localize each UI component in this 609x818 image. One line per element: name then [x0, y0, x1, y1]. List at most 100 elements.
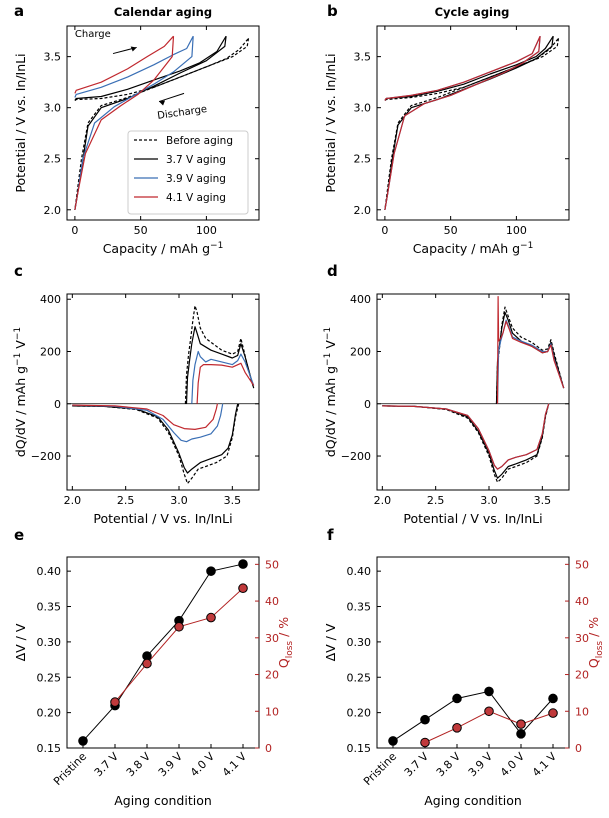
series-line-c-before-pos: [184, 305, 255, 404]
qloss-point-f-4: [548, 708, 558, 718]
panel-f: f Pristine 3.7 V 3.8 V 3.9 V 4.0 V 4.1 V 0.15 0.…: [323, 526, 605, 808]
series-line-b-v37-charge: [384, 35, 554, 101]
series-group-d: [382, 296, 565, 483]
dv-point-f-0: [388, 736, 398, 746]
legend-box: [127, 130, 249, 215]
y2-tick-label-f-2: 20: [575, 669, 589, 682]
y-tick-label-a-0: 2.0: [44, 204, 62, 217]
panel-letter-b: b: [327, 2, 338, 20]
x-tick-label-f-3: 3.9 V: [466, 750, 496, 780]
panel-title-b: Cycle aging: [435, 5, 510, 19]
y-tick-label-e-4: 0.35: [37, 601, 62, 614]
x-tick-label-c-2: 3.0: [170, 494, 188, 507]
panel-letter-a: a: [14, 2, 24, 20]
y-tick-label-e-2: 0.25: [37, 671, 62, 684]
x-tick-label-a-1: 50: [134, 224, 148, 237]
plot-frame-c: [66, 293, 260, 491]
series-line-b-before-discharge: [384, 38, 560, 210]
series-line-c-v37-neg: [72, 403, 239, 474]
y-tick-label-b-3: 3.5: [354, 51, 372, 64]
y2-axis-label-f: Qloss / %: [586, 617, 605, 668]
x-tick-label-f-4: 4.0 V: [498, 750, 528, 780]
x-axis-label-f: Aging condition: [424, 793, 522, 808]
y2-tick-label-f-3: 30: [575, 632, 589, 645]
y-axis-label-b: Potential / V vs. In/InLi: [323, 53, 338, 192]
series-line-a-before-charge: [74, 37, 249, 101]
x-tick-label-e-4: 4.0 V: [188, 750, 218, 780]
y-axis-label-f: ΔV / V: [323, 623, 338, 661]
series-line-a-v41-charge: [74, 35, 174, 94]
x-tick-label-d-3: 3.5: [534, 494, 552, 507]
plot-frame-a: [66, 25, 260, 221]
plot-frame-e: [66, 556, 260, 749]
y2-tick-label-e-0: 0: [265, 742, 272, 755]
series-line-b-v39-discharge: [384, 36, 541, 210]
panel-letter-e: e: [14, 526, 24, 544]
y-tick-label-c-1: 0: [54, 398, 61, 411]
y2-tick-label-f-4: 40: [575, 595, 589, 608]
y2-tick-label-f-0: 0: [575, 742, 582, 755]
series-line-d-v37-neg: [382, 403, 550, 479]
series-line-a-v41-discharge: [74, 36, 175, 210]
panel-a: a Calendar aging 0 50 100 2.0 2.5 3.0 3.5 Capacit…: [13, 2, 260, 256]
series-line-a-before-discharge: [74, 38, 250, 210]
x-tick-label-c-3: 3.5: [224, 494, 242, 507]
plot-frame-d: [376, 293, 570, 491]
y-axis-label-a: Potential / V vs. In/InLi: [13, 53, 28, 192]
series-line-d-v39-pos: [496, 319, 565, 404]
series-line-c-v41-neg: [72, 403, 218, 430]
series-line-f-dv: [392, 690, 554, 742]
qloss-point-e-1: [142, 658, 152, 669]
y-axis-label-d: dQ/dV / mAh g−1 V−1: [323, 327, 338, 457]
y-tick-label-d-1: 0: [364, 398, 371, 411]
x-tick-label-b-2: 100: [506, 224, 527, 237]
series-line-c-v41-pos: [196, 362, 255, 404]
x-tick-label-b-0: 0: [381, 224, 388, 237]
y-tick-label-c-0: −200: [31, 450, 61, 463]
y-tick-label-c-2: 200: [40, 345, 61, 358]
y-tick-label-e-5: 0.40: [37, 565, 62, 578]
qloss-point-e-4: [238, 583, 248, 594]
series-line-a-v39-discharge: [74, 36, 194, 210]
x-axis-label-b: Capacity / mAh g−1: [413, 241, 534, 256]
y-axis-label-e: ΔV / V: [13, 623, 28, 661]
y2-tick-label-f-5: 50: [575, 558, 589, 571]
dv-point-f-5: [548, 693, 558, 704]
panel-letter-f: f: [327, 526, 334, 544]
series-group-b: [384, 35, 560, 210]
dv-point-e-4: [206, 566, 216, 576]
dv-point-e-5: [238, 559, 248, 569]
y-tick-label-e-0: 0.15: [37, 742, 62, 755]
x-tick-label-d-1: 2.5: [427, 494, 445, 507]
discharge-arrow-shaft: [158, 92, 185, 103]
series-line-c-v37-pos: [185, 326, 255, 404]
series-line-c-v39-neg: [72, 403, 224, 443]
legend-label-v41: 4.1 V aging: [166, 192, 226, 204]
legend-label-v37: 3.7 V aging: [166, 154, 226, 166]
x-tick-label-c-0: 2.0: [64, 494, 82, 507]
legend-label-before: Before aging: [166, 135, 233, 147]
panel-e: e Pristine 3.7 V 3.8 V 3.9 V 4.0 V 4.1 V 0.15 0.…: [13, 526, 295, 808]
x-tick-label-d-2: 3.0: [480, 494, 498, 507]
annotation-charge: Charge: [75, 29, 111, 40]
y-tick-label-c-3: 400: [40, 293, 61, 306]
series-line-b-before-charge: [384, 37, 559, 101]
qloss-point-f-1: [452, 722, 462, 733]
panel-letter-c: c: [14, 262, 23, 280]
series-line-b-v41-charge: [384, 35, 541, 101]
qloss-point-e-3: [206, 612, 216, 623]
qloss-point-f-3: [516, 719, 526, 729]
series-group-c: [72, 305, 255, 485]
dv-point-f-3: [484, 686, 494, 697]
x-tick-label-e-3: 3.9 V: [156, 750, 186, 780]
series-line-c-v39-pos: [191, 350, 255, 404]
x-axis-label-c: Potential / V vs. In/InLi: [93, 511, 232, 526]
y2-tick-label-e-4: 40: [265, 595, 279, 608]
x-tick-label-f-0: Pristine: [361, 750, 399, 788]
series-line-e-qloss: [114, 587, 244, 703]
y2-tick-label-e-2: 20: [265, 669, 279, 682]
x-tick-label-a-0: 0: [71, 224, 78, 237]
y-tick-label-f-2: 0.25: [347, 671, 372, 684]
annotation-discharge: Discharge: [157, 104, 208, 122]
